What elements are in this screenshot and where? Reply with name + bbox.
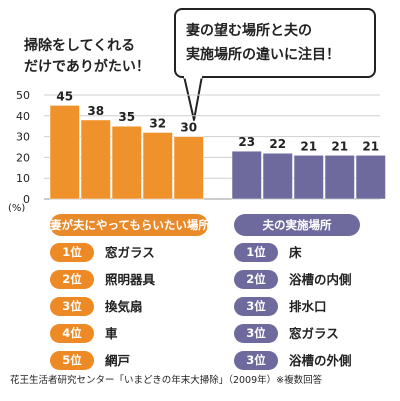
husband-bar bbox=[262, 152, 293, 200]
callout-tail bbox=[183, 76, 203, 121]
wife-ranking-row: 4位車 bbox=[50, 321, 220, 348]
wife-ranking-row: 2位 照明器具 bbox=[50, 267, 220, 294]
husband-ranking-row: 2位 浴槽の内側 bbox=[234, 267, 400, 294]
y-tick-label: 40 bbox=[16, 110, 30, 123]
rank-badge: 3位 bbox=[50, 297, 94, 316]
rank-badge: 4位 bbox=[50, 324, 94, 343]
husband-ranking-row: 1位床 bbox=[234, 240, 400, 267]
husband-series-label: 夫の実施場所 bbox=[234, 214, 360, 236]
wife-bar bbox=[142, 132, 173, 200]
rank-badge: 1位 bbox=[234, 243, 278, 262]
husband-bar bbox=[231, 150, 262, 200]
headline-line-2: だけでありがたい！ bbox=[24, 59, 150, 75]
husband-bar bbox=[324, 155, 355, 200]
bar-value-label: 32 bbox=[149, 116, 166, 130]
wife-ranking-row: 1位 窓ガラス bbox=[50, 240, 220, 267]
callout-line-1: 妻の望む場所と夫の bbox=[186, 23, 312, 39]
y-tick-label: 50 bbox=[16, 89, 30, 102]
rank-item-label: 照明器具 bbox=[105, 272, 156, 287]
rank-badge: 3位 bbox=[234, 297, 278, 316]
husband-ranking-list: 1位床 2位 浴槽の内側 3位 排水口 3位 窓ガラス 3位 浴槽の外側 bbox=[234, 240, 400, 375]
rank-item-label: 床 bbox=[289, 245, 302, 260]
rank-badge: 1位 bbox=[50, 243, 94, 262]
wife-bar bbox=[49, 105, 80, 200]
headline-line-1: 掃除をしてくれる bbox=[24, 38, 136, 54]
wife-ranking-list: 1位 窓ガラス 2位 照明器具 3位 換気扇 4位車 5位 網戸 bbox=[50, 240, 220, 375]
wife-ranking-row: 5位 網戸 bbox=[50, 348, 220, 375]
rank-item-label: 網戸 bbox=[105, 353, 131, 368]
unit-label: (%) bbox=[8, 203, 25, 212]
rank-item-label: 浴槽の内側 bbox=[289, 272, 352, 287]
bar-value-label: 21 bbox=[362, 139, 379, 153]
rank-badge: 2位 bbox=[234, 270, 278, 289]
rank-item-label: 換気扇 bbox=[105, 299, 143, 314]
headline: 掃除をしてくれる だけでありがたい！ bbox=[24, 36, 164, 78]
rank-badge: 5位 bbox=[50, 351, 94, 370]
husband-bar bbox=[293, 155, 324, 200]
callout-line-2: 実施場所の違いに注目！ bbox=[186, 47, 340, 63]
bar-value-label: 38 bbox=[87, 104, 104, 118]
rank-item-label: 浴槽の外側 bbox=[289, 353, 352, 368]
husband-ranking-row: 3位 排水口 bbox=[234, 294, 400, 321]
rank-badge: 3位 bbox=[234, 324, 278, 343]
y-tick-label: 20 bbox=[16, 151, 30, 164]
rank-item-label: 窓ガラス bbox=[289, 326, 339, 341]
bar-value-label: 30 bbox=[180, 121, 197, 135]
rank-item-label: 窓ガラス bbox=[105, 245, 155, 260]
y-tick-label: 0 bbox=[23, 193, 30, 206]
rank-item-label: 排水口 bbox=[289, 299, 327, 314]
husband-ranking-row: 3位 浴槽の外側 bbox=[234, 348, 400, 375]
bar-chart: 0 10 20 30 40 50 (%) 45 38 35 32 30 23 22 21 21 21 bbox=[8, 89, 386, 212]
y-tick-label: 30 bbox=[16, 131, 30, 144]
y-tick-label: 10 bbox=[16, 172, 30, 185]
wife-bar bbox=[173, 136, 204, 200]
callout-bubble: 妻の望む場所と夫の 実施場所の違いに注目！ bbox=[174, 8, 376, 78]
bar-value-label: 23 bbox=[238, 135, 255, 149]
bar-value-label: 45 bbox=[56, 89, 73, 103]
bar-value-label: 21 bbox=[331, 139, 348, 153]
source-footnote: 花王生活者研究センター「いまどきの年末大掃除」（2009年）※複数回答 bbox=[10, 375, 323, 386]
rank-badge: 3位 bbox=[234, 351, 278, 370]
wife-bar bbox=[111, 125, 142, 200]
husband-ranking-row: 3位 窓ガラス bbox=[234, 321, 400, 348]
wife-ranking-row: 3位 換気扇 bbox=[50, 294, 220, 321]
bar-value-label: 35 bbox=[118, 110, 135, 124]
rank-item-label: 車 bbox=[105, 326, 118, 341]
wife-series-label: 妻が夫にやってもらいたい場所 bbox=[50, 214, 210, 236]
bar-value-label: 22 bbox=[269, 137, 286, 151]
wife-bar bbox=[80, 119, 111, 200]
husband-bar bbox=[355, 155, 386, 200]
bar-value-label: 21 bbox=[300, 139, 317, 153]
rank-badge: 2位 bbox=[50, 270, 94, 289]
